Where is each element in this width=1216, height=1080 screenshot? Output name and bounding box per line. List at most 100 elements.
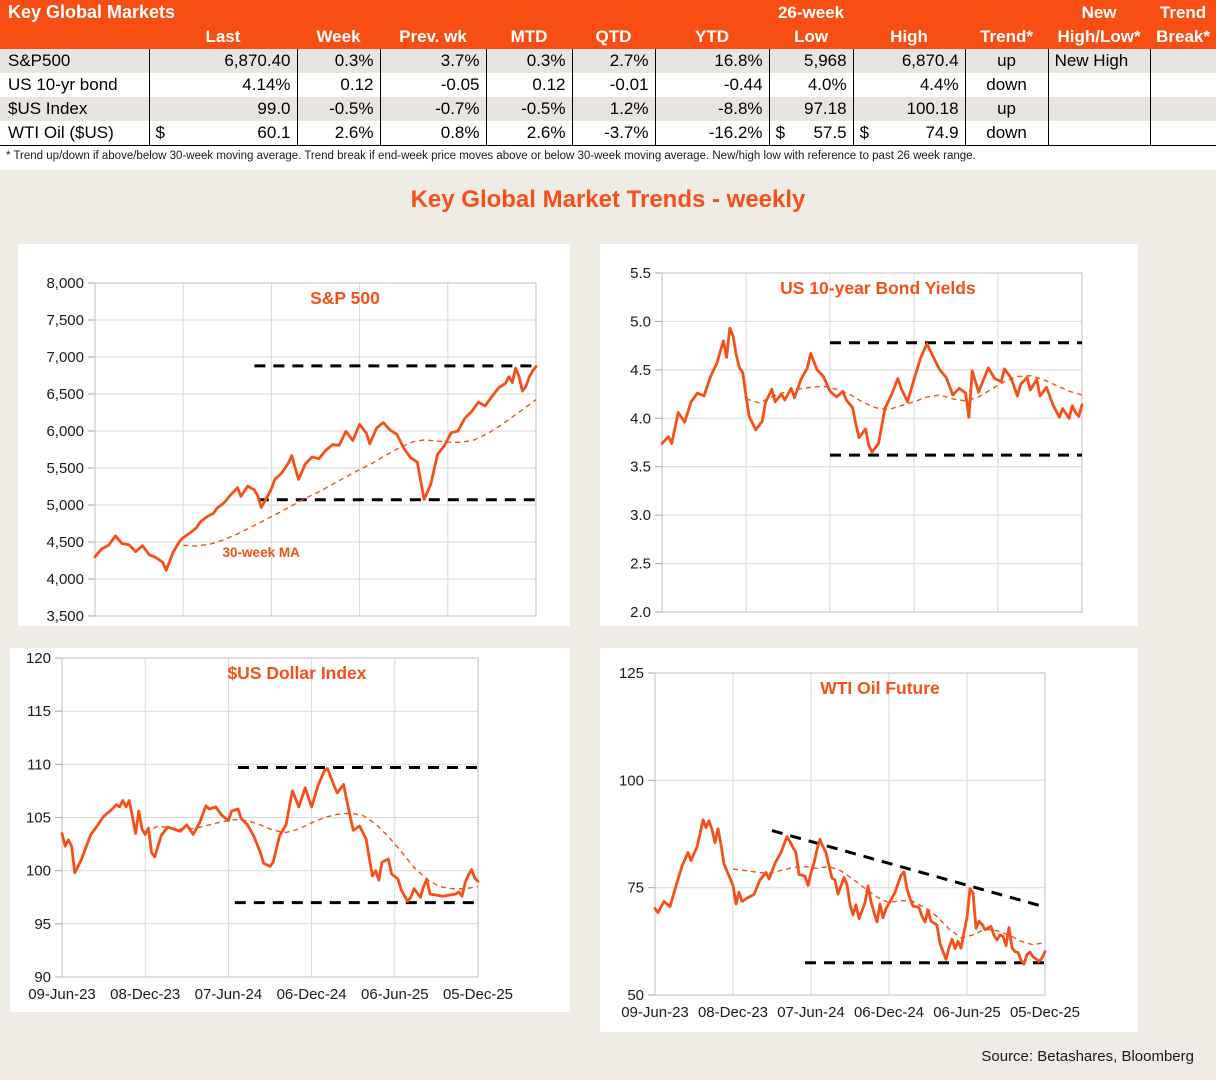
y-axis-label: 5.0	[630, 313, 651, 330]
x-axis-label: 07-Jun-24	[777, 1004, 845, 1021]
cell-new_high_low: New High	[1048, 49, 1151, 73]
y-axis-label: 115	[27, 703, 51, 720]
price-line	[660, 326, 1084, 454]
cell-ytd: -16.2%	[655, 121, 770, 146]
x-axis-label: 05-Dec-25	[1010, 1004, 1080, 1021]
cell-week: -0.5%	[297, 97, 381, 121]
x-axis-label: 06-Dec-24	[854, 1004, 924, 1021]
cell-new_high_low	[1048, 121, 1151, 146]
cell-trend_break	[1150, 97, 1216, 121]
y-axis-label: 4,500	[46, 534, 84, 551]
group-header-blank-1	[853, 0, 966, 25]
chart-title: $US Dollar Index	[227, 663, 366, 683]
cell-last: 6,870.40	[149, 49, 298, 73]
price-line	[93, 365, 538, 572]
cell-high_26wk: 100.18	[853, 97, 966, 121]
y-axis-label: 7,500	[46, 312, 84, 329]
column-header-high-low: High/Low*	[1048, 25, 1151, 49]
source-note: Source: Betashares, Bloomberg	[981, 1048, 1194, 1065]
cell-mtd: 0.12	[486, 73, 573, 97]
table-column-header-row: Last Week Prev. wk MTD QTD YTD Low High …	[0, 25, 1216, 49]
cell-last: $60.1	[149, 121, 298, 146]
cell-low_26wk: 5,968	[769, 49, 854, 73]
y-axis-label: 110	[27, 756, 51, 773]
column-header-mtd: MTD	[486, 25, 572, 49]
table-footnote: * Trend up/down if above/below 30-week m…	[0, 146, 1216, 164]
cell-ytd: -0.44	[655, 73, 770, 97]
chart-us10yr-bond-panel: 2.0 2.5 3.0 3.5 4.0 4.5 5.0 5.5 US 10-year Bond …	[600, 244, 1138, 626]
y-axis-label: 4,000	[46, 571, 84, 588]
y-axis-label: 75	[627, 880, 644, 897]
y-axis-label: 95	[34, 916, 51, 933]
y-axis-label: 7,000	[46, 349, 84, 366]
x-axis-label: 09-Jun-23	[28, 986, 96, 1003]
y-axis-label: 4.0	[630, 410, 651, 427]
y-axis-label: 105	[26, 810, 51, 827]
y-axis-label: 100	[619, 772, 644, 789]
moving-average-line	[183, 399, 537, 547]
cell-qtd: 1.2%	[572, 97, 656, 121]
table-title: Key Global Markets	[0, 0, 770, 25]
column-header-trend: Trend*	[965, 25, 1049, 49]
cell-mtd: -0.5%	[486, 97, 573, 121]
row-label: $US Index	[0, 97, 150, 121]
cell-last: 4.14%	[149, 73, 298, 97]
x-axis-label: 06-Jun-25	[933, 1004, 1001, 1021]
y-axis-label: 2.5	[630, 556, 651, 573]
y-axis-label: 5.5	[630, 265, 651, 282]
cell-trend: down	[965, 73, 1049, 97]
x-axis-label: 06-Jun-25	[361, 986, 429, 1003]
y-axis-label: 120	[26, 650, 51, 667]
x-axis-label: 09-Jun-23	[621, 1004, 689, 1021]
chart-title: S&P 500	[310, 288, 380, 308]
y-axis-label: 90	[34, 969, 51, 986]
y-axis-label: 4.5	[630, 362, 651, 379]
table-row-3: $US Index 99.0 -0.5% -0.7% -0.5% 1.2% -8.8% 97.…	[0, 97, 1216, 121]
sp500-chart: 3,500 4,000 4,500 5,000 5,500 6,000 6,500 7,000…	[46, 275, 538, 625]
group-header-26-week: 26-week	[769, 0, 854, 25]
column-header-asset	[0, 25, 149, 49]
column-header-low: Low	[769, 25, 854, 49]
group-header-trend: Trend	[1150, 0, 1216, 25]
cell-qtd: 2.7%	[572, 49, 656, 73]
cell-high_26wk: 6,870.4	[853, 49, 966, 73]
column-header-qtd: QTD	[572, 25, 655, 49]
table-row-4: WTI Oil ($US) $60.1 2.6% 0.8% 2.6% -3.7% -16.2…	[0, 121, 1216, 146]
cell-trend: down	[965, 121, 1049, 146]
chart-title: WTI Oil Future	[820, 678, 940, 698]
y-axis-label: 125	[619, 665, 644, 682]
cell-high_26wk: 4.4%	[853, 73, 966, 97]
y-axis-label: 3.0	[630, 507, 651, 524]
cell-week: 0.12	[297, 73, 381, 97]
cell-low_26wk: 4.0%	[769, 73, 854, 97]
y-axis-label: 8,000	[46, 275, 84, 292]
cell-low_26wk: 97.18	[769, 97, 854, 121]
y-axis-label: 3.5	[630, 459, 651, 476]
column-header-high: High	[853, 25, 966, 49]
usd_index-chart: 90 95 100 105 110 115 120 09-Jun-23 08-Dec-23 07-…	[26, 650, 513, 1003]
cell-last: 99.0	[149, 97, 298, 121]
cell-week: 0.3%	[297, 49, 381, 73]
cell-trend: up	[965, 49, 1049, 73]
wti_oil-chart: 50 75 100 125 09-Jun-23 08-Dec-23 07-Jun-24 06-…	[619, 665, 1080, 1021]
cell-qtd: -0.01	[572, 73, 656, 97]
table-row-2: US 10-yr bond 4.14% 0.12 -0.05 0.12 -0.01 -0.4…	[0, 73, 1216, 97]
cell-trend_break	[1150, 121, 1216, 146]
x-axis-label: 06-Dec-24	[277, 986, 347, 1003]
cell-mtd: 2.6%	[486, 121, 573, 146]
chart-title: US 10-year Bond Yields	[780, 278, 976, 298]
cell-week: 2.6%	[297, 121, 381, 146]
key-global-markets-table: Key Global Markets 26-week New Trend Las…	[0, 0, 1216, 146]
y-axis-label: 5,000	[46, 497, 84, 514]
cell-ytd: 16.8%	[655, 49, 770, 73]
cell-prev_wk: -0.05	[380, 73, 487, 97]
cell-qtd: -3.7%	[572, 121, 656, 146]
y-axis-label: 5,500	[46, 460, 84, 477]
moving-average-line	[144, 812, 479, 890]
cell-mtd: 0.3%	[486, 49, 573, 73]
key-global-markets-section: Key Global Markets 26-week New Trend Las…	[0, 0, 1216, 170]
group-header-new: New	[1048, 0, 1151, 25]
cell-high_26wk: $74.9	[853, 121, 966, 146]
cell-prev_wk: 3.7%	[380, 49, 487, 73]
